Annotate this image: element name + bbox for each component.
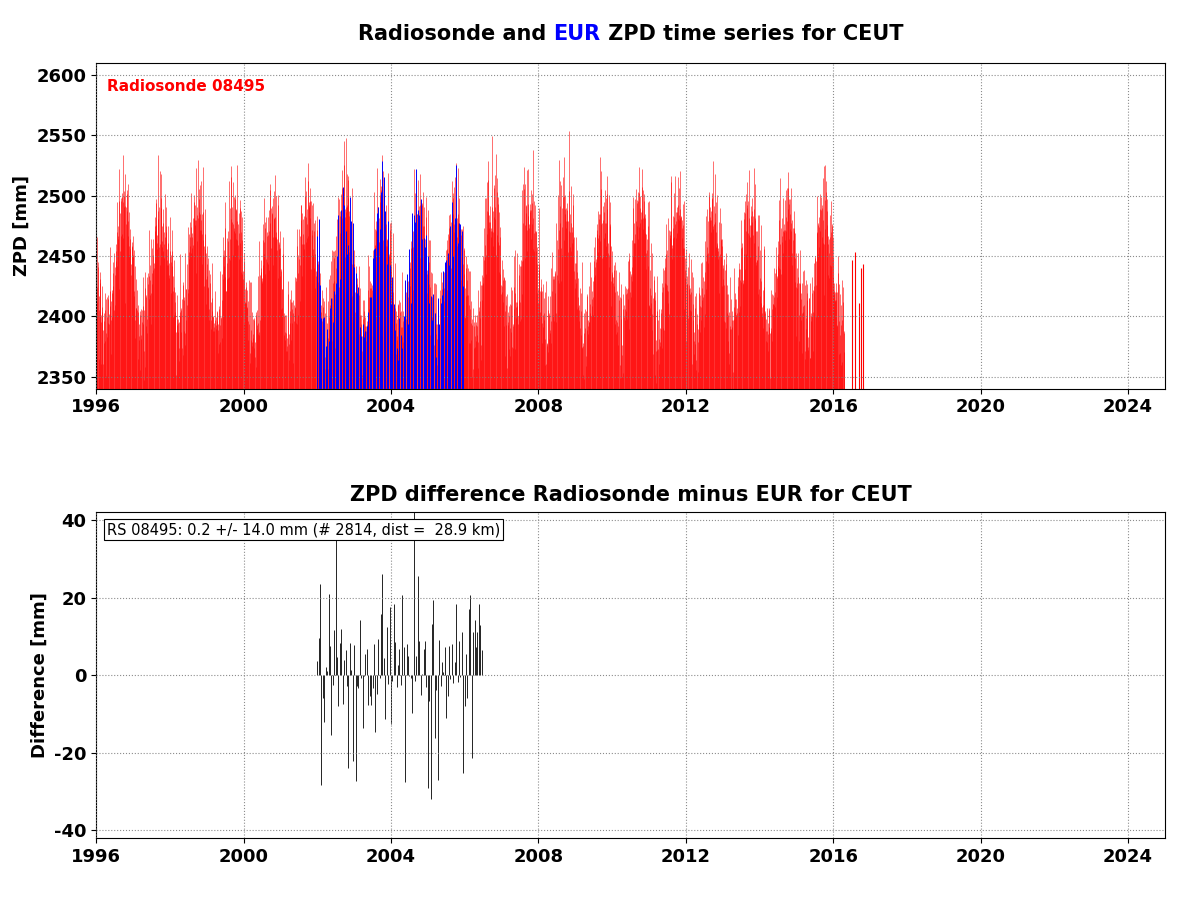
Y-axis label: ZPD [mm]: ZPD [mm]: [13, 176, 31, 277]
Text: Radiosonde 08495: Radiosonde 08495: [107, 79, 265, 95]
Text: RS 08495: 0.2 +/- 14.0 mm (# 2814, dist =  28.9 km): RS 08495: 0.2 +/- 14.0 mm (# 2814, dist …: [107, 522, 500, 537]
Text: EUR: EUR: [554, 23, 600, 43]
Text: Radiosonde and: Radiosonde and: [358, 23, 554, 43]
Text: ZPD time series for CEUT: ZPD time series for CEUT: [600, 23, 903, 43]
Y-axis label: Difference [mm]: Difference [mm]: [30, 592, 48, 758]
Title: ZPD difference Radiosonde minus EUR for CEUT: ZPD difference Radiosonde minus EUR for …: [349, 486, 912, 505]
